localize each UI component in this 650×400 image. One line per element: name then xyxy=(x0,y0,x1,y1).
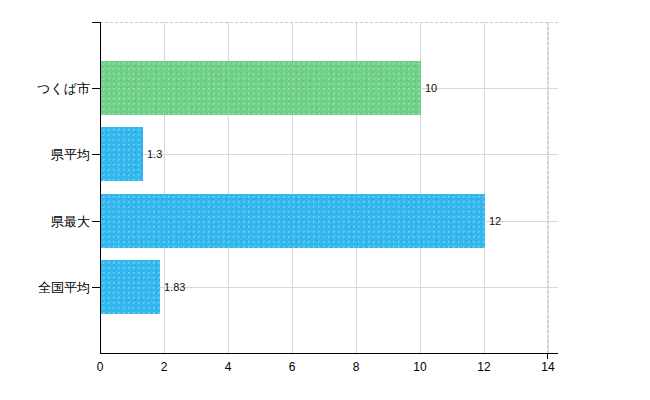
y-axis-tick xyxy=(92,221,100,222)
y-axis-tick xyxy=(92,154,100,155)
x-tick-label: 6 xyxy=(289,361,296,373)
gridline-vertical xyxy=(548,22,549,353)
gridline-vertical xyxy=(484,22,485,353)
y-axis-line xyxy=(100,22,101,354)
x-axis-end-tick xyxy=(547,353,548,359)
x-tick-label: 2 xyxy=(161,361,168,373)
bar-3 xyxy=(101,194,485,248)
y-axis-tick xyxy=(92,22,100,23)
x-tick-label: 0 xyxy=(97,361,104,373)
category-label: つくば市 xyxy=(37,82,90,95)
bar-4 xyxy=(101,260,160,314)
plot-right-border xyxy=(547,22,548,353)
y-axis-tick xyxy=(92,88,100,89)
x-tick-label: 14 xyxy=(541,361,554,373)
x-tick-label: 10 xyxy=(413,361,426,373)
x-tick-label: 4 xyxy=(225,361,232,373)
x-tick-label: 12 xyxy=(477,361,490,373)
x-tick-label: 8 xyxy=(353,361,360,373)
x-axis-line xyxy=(100,353,558,354)
category-label: 県平均 xyxy=(51,148,90,161)
bar-1 xyxy=(101,61,421,115)
value-label: 1.83 xyxy=(164,282,185,293)
gridline-horizontal xyxy=(100,154,558,155)
value-label: 10 xyxy=(425,83,437,94)
bar-2 xyxy=(101,127,143,181)
value-label: 1.3 xyxy=(147,149,162,160)
y-axis-tick xyxy=(92,287,100,288)
plot-top-border xyxy=(100,22,558,23)
category-label: 全国平均 xyxy=(38,281,90,294)
bar-chart: 10 1.3 12 1.83 つくば市県平均県最大全国平均 0 2 4 6 8 10 12 14 xyxy=(0,0,650,400)
value-label: 12 xyxy=(489,216,501,227)
category-label: 県最大 xyxy=(51,215,90,228)
